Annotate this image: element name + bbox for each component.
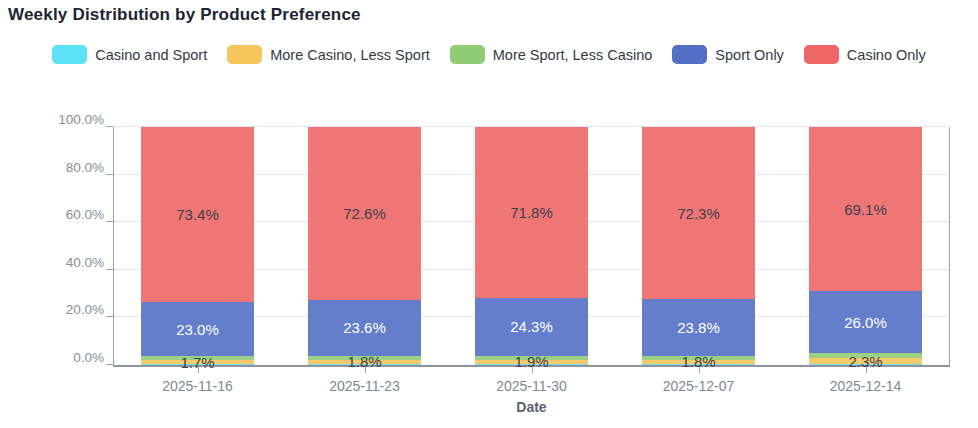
legend-item-sport-only[interactable]: Sport Only [672, 45, 784, 64]
bar-segment-sport-only[interactable]: 23.6% [308, 300, 422, 356]
legend-label: More Casino, Less Sport [270, 47, 430, 63]
bar-group-2025-12-07: 1.8% 23.8% 72.3% [615, 127, 782, 365]
bar-segment-more-casino-less-sport[interactable]: 2.3% [809, 358, 923, 363]
legend-item-casino-and-sport[interactable]: Casino and Sport [52, 45, 207, 64]
bar-segment-casino-only[interactable]: 73.4% [141, 127, 255, 302]
bar-value-label: 2.3% [848, 354, 882, 369]
bar-value-label: 1.9% [514, 354, 548, 369]
y-tick-mark [106, 316, 113, 317]
y-tick-label: 20.0% [14, 302, 104, 317]
legend-swatch-more-casino-less-sport [227, 45, 262, 64]
x-tick-label: 2025-11-23 [329, 378, 400, 394]
bar-segment-casino-only[interactable]: 72.3% [642, 127, 756, 299]
y-tick-mark [106, 126, 113, 127]
y-tick-mark [106, 364, 113, 365]
y-tick-label: 40.0% [14, 254, 104, 269]
legend-swatch-casino-and-sport [52, 45, 87, 64]
bar-segment-casino-only[interactable]: 69.1% [809, 127, 923, 291]
bar-segment-casino-only[interactable]: 71.8% [475, 127, 589, 298]
bar-value-label: 23.6% [343, 320, 386, 335]
stacked-bar-2025-11-30: 1.9% 24.3% 71.8% [475, 127, 589, 365]
x-tick-label: 2025-11-16 [162, 378, 233, 394]
y-tick-label: 0.0% [14, 350, 104, 365]
bar-value-label: 72.6% [343, 206, 386, 221]
bar-group-2025-11-30: 1.9% 24.3% 71.8% [448, 127, 615, 365]
bar-value-label: 72.3% [677, 206, 720, 221]
bar-value-label: 73.4% [176, 207, 219, 222]
legend-item-casino-only[interactable]: Casino Only [804, 45, 926, 64]
legend-label: Sport Only [715, 47, 784, 63]
stacked-bar-2025-12-14: 2.3% 26.0% 69.1% [809, 127, 923, 365]
bar-value-label: 69.1% [844, 202, 887, 217]
bar-group-2025-12-14: 2.3% 26.0% 69.1% [782, 127, 949, 365]
x-tick-label: 2025-11-30 [496, 378, 567, 394]
y-tick-label: 60.0% [14, 207, 104, 222]
bar-value-label: 1.7% [180, 355, 214, 370]
legend-swatch-sport-only [672, 45, 707, 64]
bar-segment-sport-only[interactable]: 24.3% [475, 298, 589, 356]
chart-container: Weekly Distribution by Product Preferenc… [0, 0, 978, 428]
plot-area: Date 0.0%20.0%40.0%60.0%80.0%100.0%1.7%2… [113, 127, 950, 367]
bar-group-2025-11-23: 1.8% 23.6% 72.6% [281, 127, 448, 365]
x-tick-label: 2025-12-14 [830, 378, 902, 394]
legend-label: More Sport, Less Casino [493, 47, 653, 63]
stacked-bar-2025-11-16: 1.7% 23.0% 73.4% [141, 127, 255, 365]
legend: Casino and Sport More Casino, Less Sport M… [0, 45, 978, 64]
bar-segment-sport-only[interactable]: 26.0% [809, 291, 923, 353]
bar-value-label: 71.8% [510, 205, 553, 220]
legend-item-more-sport-less-casino[interactable]: More Sport, Less Casino [450, 45, 653, 64]
bar-value-label: 24.3% [510, 319, 553, 334]
bar-segment-more-casino-less-sport[interactable]: 1.8% [308, 360, 422, 364]
chart-title: Weekly Distribution by Product Preferenc… [8, 5, 361, 25]
bar-group-2025-11-16: 1.7% 23.0% 73.4% [114, 127, 281, 365]
y-tick-mark [106, 174, 113, 175]
legend-label: Casino Only [847, 47, 926, 63]
bar-segment-casino-only[interactable]: 72.6% [308, 127, 422, 300]
legend-swatch-casino-only [804, 45, 839, 64]
bar-value-label: 26.0% [844, 315, 887, 330]
legend-swatch-more-sport-less-casino [450, 45, 485, 64]
bar-segment-more-casino-less-sport[interactable]: 1.9% [475, 360, 589, 365]
bar-segment-sport-only[interactable]: 23.0% [141, 302, 255, 357]
bar-segment-sport-only[interactable]: 23.8% [642, 299, 756, 356]
y-tick-mark [106, 269, 113, 270]
legend-item-more-casino-less-sport[interactable]: More Casino, Less Sport [227, 45, 430, 64]
legend-label: Casino and Sport [95, 47, 207, 63]
y-tick-label: 100.0% [14, 112, 104, 127]
stacked-bar-2025-11-23: 1.8% 23.6% 72.6% [308, 127, 422, 365]
bar-value-label: 23.0% [176, 322, 219, 337]
y-tick-label: 80.0% [14, 159, 104, 174]
bar-segment-more-casino-less-sport[interactable]: 1.7% [141, 360, 255, 364]
y-tick-mark [106, 221, 113, 222]
bar-value-label: 23.8% [677, 320, 720, 335]
bar-value-label: 1.8% [681, 354, 715, 369]
stacked-bar-2025-12-07: 1.8% 23.8% 72.3% [642, 127, 756, 365]
bar-segment-more-casino-less-sport[interactable]: 1.8% [642, 360, 756, 364]
bar-value-label: 1.8% [347, 354, 381, 369]
x-tick-label: 2025-12-07 [663, 378, 735, 394]
x-axis-title: Date [114, 399, 949, 415]
